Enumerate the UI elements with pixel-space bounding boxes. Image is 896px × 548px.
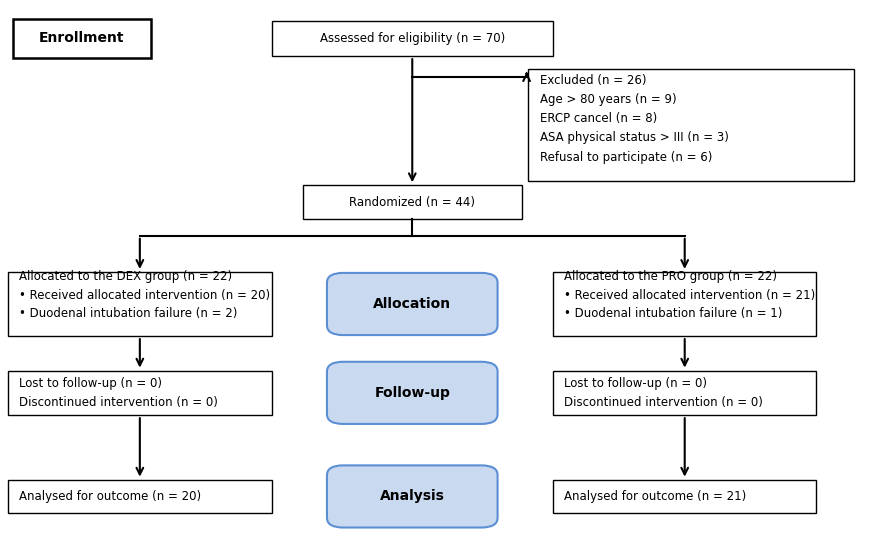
Text: Analysed for outcome (n = 21): Analysed for outcome (n = 21) [564, 490, 746, 503]
FancyBboxPatch shape [271, 21, 553, 56]
Text: Analysed for outcome (n = 20): Analysed for outcome (n = 20) [19, 490, 201, 503]
Text: Assessed for eligibility (n = 70): Assessed for eligibility (n = 70) [320, 32, 505, 45]
Text: Enrollment: Enrollment [39, 31, 125, 45]
FancyBboxPatch shape [553, 272, 816, 336]
Text: Follow-up: Follow-up [375, 386, 450, 400]
Text: Allocated to the PRO group (n = 22)
• Received allocated intervention (n = 21)
•: Allocated to the PRO group (n = 22) • Re… [564, 270, 815, 320]
Text: Allocation: Allocation [374, 297, 452, 311]
FancyBboxPatch shape [327, 465, 497, 528]
FancyBboxPatch shape [327, 273, 497, 335]
FancyBboxPatch shape [8, 480, 271, 513]
Text: Lost to follow-up (n = 0)
Discontinued intervention (n = 0): Lost to follow-up (n = 0) Discontinued i… [19, 377, 218, 409]
FancyBboxPatch shape [553, 370, 816, 415]
FancyBboxPatch shape [8, 370, 271, 415]
FancyBboxPatch shape [327, 362, 497, 424]
FancyBboxPatch shape [528, 69, 854, 181]
Text: Excluded (n = 26)
Age > 80 years (n = 9)
ERCP cancel (n = 8)
ASA physical status: Excluded (n = 26) Age > 80 years (n = 9)… [539, 74, 728, 163]
Text: Analysis: Analysis [380, 489, 444, 504]
Text: Lost to follow-up (n = 0)
Discontinued intervention (n = 0): Lost to follow-up (n = 0) Discontinued i… [564, 377, 762, 409]
FancyBboxPatch shape [8, 272, 271, 336]
FancyBboxPatch shape [13, 19, 151, 58]
FancyBboxPatch shape [303, 185, 521, 219]
Text: Allocated to the DEX group (n = 22)
• Received allocated intervention (n = 20)
•: Allocated to the DEX group (n = 22) • Re… [19, 270, 270, 320]
Text: Randomized (n = 44): Randomized (n = 44) [349, 196, 475, 209]
FancyBboxPatch shape [553, 480, 816, 513]
